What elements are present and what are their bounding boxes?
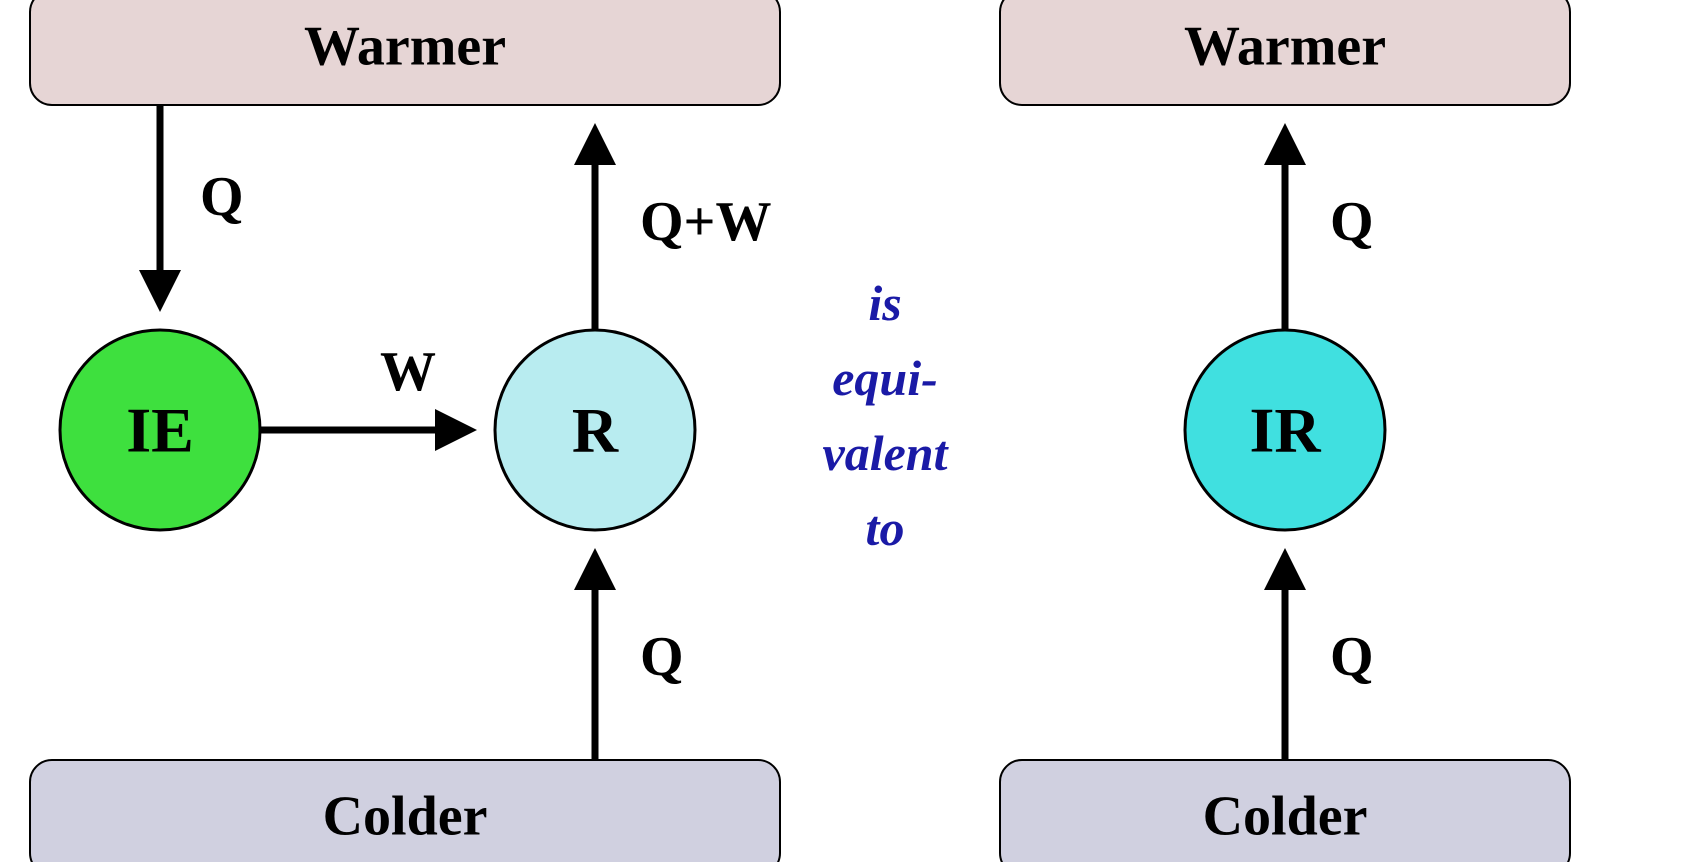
node-ie: IE xyxy=(60,330,260,530)
svg-text:R: R xyxy=(572,395,619,466)
equiv-line: equi- xyxy=(832,350,938,406)
svg-text:IR: IR xyxy=(1249,395,1321,466)
svg-text:Q: Q xyxy=(1330,191,1374,253)
equiv-line: is xyxy=(868,275,901,331)
equiv-line: valent xyxy=(823,425,950,481)
svg-text:Colder: Colder xyxy=(323,785,488,847)
svg-text:Warmer: Warmer xyxy=(304,15,506,77)
arrow-ir-to-warmer: Q xyxy=(1285,130,1374,330)
node-r: R xyxy=(495,330,695,530)
colder-left-box: Colder xyxy=(30,760,780,862)
warmer-left-box: Warmer xyxy=(30,0,780,105)
svg-text:Colder: Colder xyxy=(1203,785,1368,847)
colder-right-box: Colder xyxy=(1000,760,1570,862)
svg-text:Q+W: Q+W xyxy=(640,191,771,253)
arrow-warmer-to-ie: Q xyxy=(160,105,244,305)
arrow-colder-to-r: Q xyxy=(595,555,684,760)
arrow-ie-to-r: W xyxy=(260,341,470,430)
arrow-r-to-warmer: Q+W xyxy=(595,130,771,330)
svg-text:Q: Q xyxy=(1330,626,1374,688)
warmer-right-box: Warmer xyxy=(1000,0,1570,105)
diagram-canvas: Warmer Colder Warmer Colder Q Q+W Q W Q … xyxy=(0,0,1682,862)
svg-text:Q: Q xyxy=(200,166,244,228)
equivalent-text: is equi-valent to xyxy=(823,275,950,556)
equiv-line: to xyxy=(866,500,905,556)
svg-text:Q: Q xyxy=(640,626,684,688)
svg-text:Warmer: Warmer xyxy=(1184,15,1386,77)
svg-text:W: W xyxy=(380,341,436,403)
node-ir: IR xyxy=(1185,330,1385,530)
svg-text:IE: IE xyxy=(126,395,194,466)
arrow-colder-to-ir: Q xyxy=(1285,555,1374,760)
